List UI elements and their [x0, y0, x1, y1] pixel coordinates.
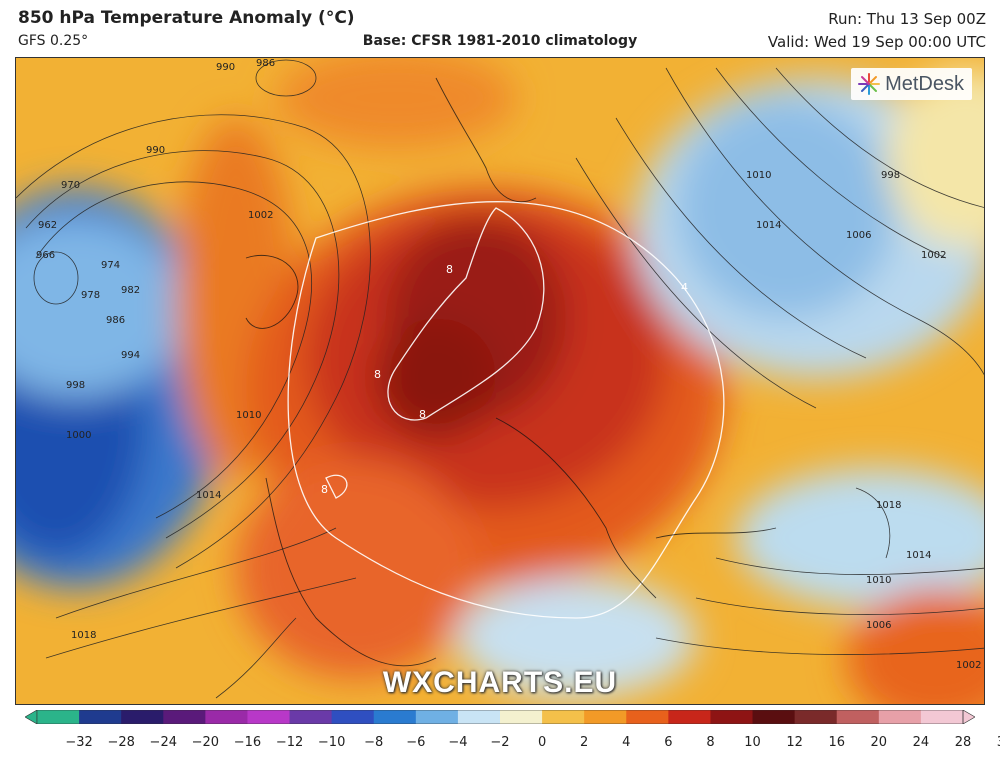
colorbar-min-arrow — [25, 710, 38, 724]
anomaly-label: 8 — [419, 408, 426, 421]
colorbar-tick-label: 32 — [997, 735, 1000, 750]
isobar-label: 974 — [101, 260, 120, 271]
anomaly-map: 990 986 990 970 962 966 974 978 982 986 … — [15, 57, 985, 705]
colorbar-segment — [457, 710, 501, 724]
isobar-label: 998 — [66, 380, 85, 391]
colorbar-segment — [794, 710, 838, 724]
colorbar-tick-label: 12 — [786, 735, 803, 750]
isobar-label: 1010 — [746, 170, 771, 181]
colorbar-segment — [584, 710, 627, 724]
anomaly-label: 8 — [446, 263, 453, 276]
anomaly-label: 8 — [374, 368, 381, 381]
isobar-label: 1014 — [196, 490, 221, 501]
colorbar-tick-label: −6 — [406, 735, 426, 750]
metdesk-logo: MetDesk — [851, 68, 972, 100]
colorbar-tick-label: −2 — [490, 735, 510, 750]
colorbar-segment — [121, 710, 164, 724]
isobar-label: 986 — [106, 315, 125, 326]
colorbar-tick-label: 2 — [580, 735, 589, 750]
colorbar-tick-label: −8 — [364, 735, 384, 750]
colorbar-tick-label: −24 — [149, 735, 177, 750]
colorbar-tick-label: 6 — [664, 735, 673, 750]
colorbar-segment — [163, 710, 206, 724]
anomaly-shading — [16, 58, 984, 704]
anomaly-label-layer: 8 8 8 8 4 — [321, 263, 688, 496]
isobar-label: 1002 — [248, 210, 273, 221]
colorbar-segment — [415, 710, 459, 724]
map-canvas: 990 986 990 970 962 966 974 978 982 986 … — [16, 58, 984, 704]
isobar-label: 1010 — [866, 575, 891, 586]
colorbar-segment — [626, 710, 669, 724]
isobar-label: 990 — [146, 145, 165, 156]
colorbar-segment — [205, 710, 248, 724]
colorbar-segment — [542, 710, 585, 724]
colorbar-tick-label: 0 — [537, 735, 547, 750]
colorbar-tick-label: −4 — [448, 735, 468, 750]
anomaly-contours — [287, 201, 725, 619]
colorbar-tick-label: −10 — [317, 735, 346, 750]
isobar-label: 990 — [216, 62, 235, 73]
colorbar-tick-label: 4 — [622, 735, 631, 750]
anomaly-label: 4 — [681, 281, 688, 294]
run-time: Run: Thu 13 Sep 00Z — [828, 10, 986, 28]
isobar-label-layer: 990 986 990 970 962 966 974 978 982 986 … — [36, 58, 981, 671]
colorbar-segment — [79, 710, 122, 724]
colorbar-tick-label: 20 — [870, 735, 888, 750]
isobar-label: 962 — [38, 220, 57, 231]
isobar-label: 1000 — [66, 430, 91, 441]
isobar-label: 970 — [61, 180, 80, 191]
colorbar-segment — [331, 710, 375, 724]
chart-title: 850 hPa Temperature Anomaly (°C) — [18, 8, 355, 28]
anomaly-label: 8 — [321, 483, 328, 496]
isobar-label: 998 — [881, 170, 900, 181]
colorbar-segment — [836, 710, 880, 724]
isobar-label: 966 — [36, 250, 55, 261]
colorbar-tick-label: −16 — [233, 735, 262, 750]
colorbar-tick-label: 24 — [912, 735, 930, 750]
isobar-label: 1018 — [876, 500, 901, 511]
colorbar-segment — [710, 710, 754, 724]
colorbar-tick-label: 28 — [954, 735, 972, 750]
colorbar-tick-label: 16 — [828, 735, 845, 750]
colorbar-segment — [668, 710, 711, 724]
colorbar-segment — [500, 710, 543, 724]
colorbar-tick-label: −32 — [65, 735, 93, 750]
colorbar-tick-label: 8 — [706, 735, 715, 750]
isobar-label: 978 — [81, 290, 100, 301]
colorbar-segment — [37, 710, 80, 724]
metdesk-logo-text: MetDesk — [885, 72, 964, 95]
colorbar-segment — [752, 710, 796, 724]
isobar-label: 1010 — [236, 410, 261, 421]
colorbar-segment — [247, 710, 291, 724]
model-label: GFS 0.25° — [18, 33, 89, 49]
colorbar-tick-label: −20 — [191, 735, 220, 750]
isobar-label: 1002 — [956, 660, 981, 671]
isobar-label: 994 — [121, 350, 140, 361]
isobar-label: 1002 — [921, 250, 946, 261]
colorbar-segment — [373, 710, 417, 724]
isobar-label: 982 — [121, 285, 140, 296]
colorbar-tick-label: −28 — [107, 735, 135, 750]
climatology-base: Base: CFSR 1981-2010 climatology — [362, 33, 638, 49]
coastlines — [245, 77, 777, 667]
colorbar-segment — [920, 710, 964, 724]
colorbar-segment — [289, 710, 333, 724]
colorbar-tick-label: −12 — [275, 735, 304, 750]
isobar-label: 1006 — [846, 230, 871, 241]
isobar-label: 1018 — [71, 630, 96, 641]
metdesk-burst-icon — [858, 73, 881, 95]
isobar-label: 1014 — [906, 550, 931, 561]
wxcharts-watermark: WXCHARTS.EU — [382, 666, 618, 699]
isobar-label: 1014 — [756, 220, 781, 231]
valid-time: Valid: Wed 19 Sep 00:00 UTC — [767, 33, 986, 51]
colorbar — [25, 710, 975, 724]
colorbar-max-arrow — [962, 710, 975, 724]
isobar-lines — [16, 59, 984, 699]
isobar-label: 986 — [256, 58, 275, 69]
colorbar-segment — [878, 710, 922, 724]
isobar-label: 1006 — [866, 620, 891, 631]
colorbar-tick-label: 10 — [744, 735, 761, 750]
